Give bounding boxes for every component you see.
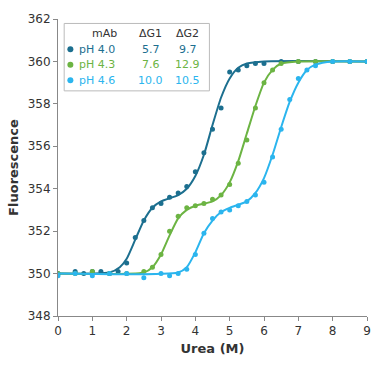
svg-text:7.6: 7.6 (142, 58, 160, 71)
svg-text:7: 7 (295, 324, 303, 338)
svg-text:360: 360 (28, 55, 51, 69)
svg-text:Urea (M): Urea (M) (181, 341, 245, 356)
svg-text:350: 350 (28, 267, 51, 281)
svg-text:ΔG1: ΔG1 (139, 27, 162, 40)
svg-text:5.7: 5.7 (142, 43, 160, 56)
svg-text:10.0: 10.0 (138, 74, 163, 87)
svg-text:ΔG2: ΔG2 (176, 27, 199, 40)
svg-text:3: 3 (157, 324, 165, 338)
svg-text:9.7: 9.7 (179, 43, 197, 56)
svg-text:0: 0 (54, 324, 62, 338)
svg-text:352: 352 (28, 224, 51, 238)
svg-text:2: 2 (123, 324, 131, 338)
svg-text:6: 6 (260, 324, 268, 338)
svg-text:354: 354 (28, 182, 51, 196)
svg-text:pH 4.3: pH 4.3 (79, 58, 115, 71)
svg-text:1: 1 (89, 324, 97, 338)
svg-text:mAb: mAb (92, 27, 117, 40)
svg-text:9: 9 (363, 324, 371, 338)
svg-text:8: 8 (329, 324, 337, 338)
svg-text:358: 358 (28, 97, 51, 111)
svg-text:Fluorescence: Fluorescence (6, 119, 21, 216)
svg-text:12.9: 12.9 (175, 58, 200, 71)
svg-text:4: 4 (192, 324, 200, 338)
svg-text:pH 4.0: pH 4.0 (79, 43, 115, 56)
svg-text:348: 348 (28, 309, 51, 323)
svg-text:10.5: 10.5 (175, 74, 200, 87)
svg-text:356: 356 (28, 139, 51, 153)
svg-text:pH 4.6: pH 4.6 (79, 74, 115, 87)
svg-text:5: 5 (226, 324, 234, 338)
svg-text:362: 362 (28, 12, 51, 26)
